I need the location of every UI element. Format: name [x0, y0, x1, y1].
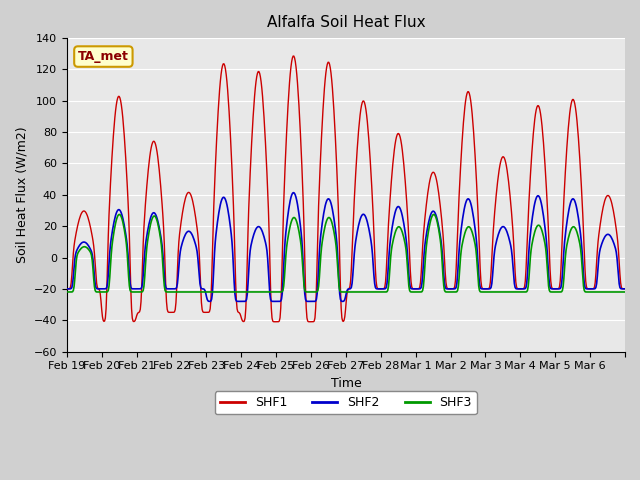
Y-axis label: Soil Heat Flux (W/m2): Soil Heat Flux (W/m2): [15, 127, 28, 263]
Text: TA_met: TA_met: [78, 50, 129, 63]
Title: Alfalfa Soil Heat Flux: Alfalfa Soil Heat Flux: [267, 15, 425, 30]
X-axis label: Time: Time: [330, 377, 361, 390]
Legend: SHF1, SHF2, SHF3: SHF1, SHF2, SHF3: [215, 391, 477, 414]
